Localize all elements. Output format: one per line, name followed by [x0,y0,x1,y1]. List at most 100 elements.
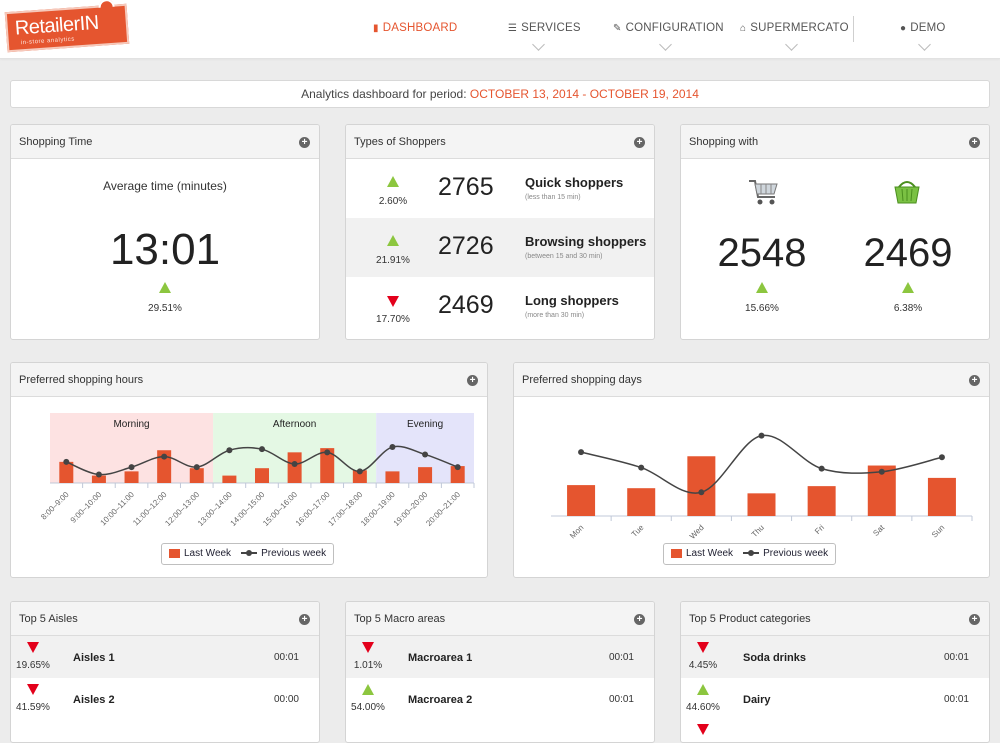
top-macro-panel: Top 5 Macro areas + 1.01% Macroarea 1 00… [345,601,655,743]
trend-down-icon [697,642,709,653]
trend-up-icon [159,282,171,293]
nav-user-label: DEMO [910,22,946,34]
line-point [638,464,645,471]
expand-plus-icon[interactable]: + [634,614,645,625]
shopper-type-name: Browsing shoppers [525,234,647,249]
line-point [578,449,585,456]
nav-services[interactable]: ☰ SERVICES [508,22,581,34]
line-point [259,446,265,453]
item-time: 00:00 [273,694,299,705]
bar [418,467,433,483]
bar [352,470,367,483]
item-name: Soda drinks [743,652,806,664]
item-change: 19.65% [16,660,50,671]
line-point [389,444,396,451]
shopping-time-header: Shopping Time + [11,125,319,159]
item-time: 00:01 [608,694,634,705]
cart-change: 15.66% [745,303,779,314]
bar [320,448,335,483]
expand-plus-icon[interactable]: + [299,137,310,148]
x-tick-label: Mon [568,523,585,540]
line-point [454,464,461,471]
shopping-hours-chart: Morning Afternoon Evening 8:00–9:009:00–10:… [39,413,475,528]
legend-bar-swatch [671,548,682,558]
list-item[interactable]: 44.60% Dairy 00:01 [681,678,989,720]
line-point [758,432,765,439]
legend-line-label: Previous week [763,548,829,559]
x-tick-label: 8:00–9:00 [39,490,71,522]
chart-band [50,413,214,483]
shopper-count: 2469 [438,291,494,319]
nav-dashboard[interactable]: ▮ DASHBOARD [373,22,457,34]
shopping-days-chart: Mon Tue Wed Thu Fri Sat Sun [551,432,973,541]
shopping-days-header: Preferred shopping days + [514,363,989,397]
item-change: 54.00% [351,702,385,713]
period-bar: Analytics dashboard for period: OCTOBER … [10,80,990,108]
top-categories-header: Top 5 Product categories + [681,602,989,636]
brand-logo[interactable]: RetailerIN in-store analytics [4,0,130,53]
item-time: 00:01 [273,652,299,663]
shopping-with-header: Shopping with + [681,125,989,159]
top-macro-header: Top 5 Macro areas + [346,602,654,636]
trend-up-icon [387,176,399,187]
bar [627,488,656,516]
bar [807,486,836,516]
line-point [128,464,135,471]
bar [124,471,139,483]
shopper-type-desc: (more than 30 min) [525,312,585,319]
shopper-row-quick: 2.60% 2765 Quick shoppers (less than 15 … [346,159,654,218]
nav-dashboard-label: DASHBOARD [382,22,458,34]
average-time-value: 13:01 [109,225,221,274]
expand-plus-icon[interactable]: + [634,137,645,148]
average-time-change: 29.51% [148,303,182,314]
shopping-basket-icon [894,181,920,204]
nav-store[interactable]: ⌂ SUPERMERCATO [740,22,849,34]
item-change: 41.59% [16,702,50,713]
days-chart-legend[interactable]: Last Week Previous week [663,543,837,565]
nav-configuration[interactable]: ✎ CONFIGURATION [613,22,724,34]
bar [189,468,204,483]
trend-down-icon [387,296,399,307]
home-icon: ⌂ [740,23,747,34]
hours-chart-legend[interactable]: Last Week Previous week [161,543,335,565]
list-item[interactable]: 54.00% Macroarea 2 00:01 [346,678,654,720]
expand-plus-icon[interactable]: + [969,614,980,625]
store-chevron-down-icon[interactable] [785,38,798,51]
shopping-cart-icon [749,180,778,205]
list-item[interactable]: 19.65% Aisles 1 00:01 [11,636,319,678]
line-point [63,458,70,465]
user-chevron-down-icon[interactable] [918,38,931,51]
trend-up-icon [697,684,709,695]
expand-plus-icon[interactable]: + [969,375,980,386]
shopping-time-panel: Shopping Time + Average time (minutes) 1… [10,124,320,340]
line-point [818,465,825,472]
shopper-type-name: Quick shoppers [525,175,624,190]
shopping-hours-title: Preferred shopping hours [19,374,144,386]
list-item[interactable]: 41.59% Aisles 2 00:00 [11,678,319,720]
top-categories-panel: Top 5 Product categories + 4.45% Soda dr… [680,601,990,743]
trend-up-icon [902,282,914,293]
item-name: Macroarea 2 [408,694,473,706]
nav-user[interactable]: ● DEMO [900,22,946,34]
item-name: Aisles 1 [73,652,115,664]
bar-chart-icon: ▮ [373,23,379,34]
nav-configuration-label: CONFIGURATION [625,22,724,34]
basket-count: 2469 [863,231,953,275]
cart-count: 2548 [717,231,807,275]
basket-change: 6.38% [893,303,923,314]
expand-plus-icon[interactable]: + [467,375,478,386]
list-item[interactable]: 4.45% Soda drinks 00:01 [681,636,989,678]
shopper-type-desc: (between 15 and 30 min) [525,253,603,260]
services-chevron-down-icon[interactable] [532,38,545,51]
list-item[interactable]: 1.01% Macroarea 1 00:01 [346,636,654,678]
line-point [324,449,331,456]
user-icon: ● [900,23,907,34]
shopping-hours-panel: Preferred shopping hours + Morning Aftern… [10,362,488,578]
item-name: Aisles 2 [73,694,115,706]
x-tick-label: Fri [813,523,826,536]
expand-plus-icon[interactable]: + [969,137,980,148]
configuration-chevron-down-icon[interactable] [659,38,672,51]
bar [255,468,269,483]
shopper-row-long: 17.70% 2469 Long shoppers (more than 30 … [346,277,654,336]
expand-plus-icon[interactable]: + [299,614,310,625]
